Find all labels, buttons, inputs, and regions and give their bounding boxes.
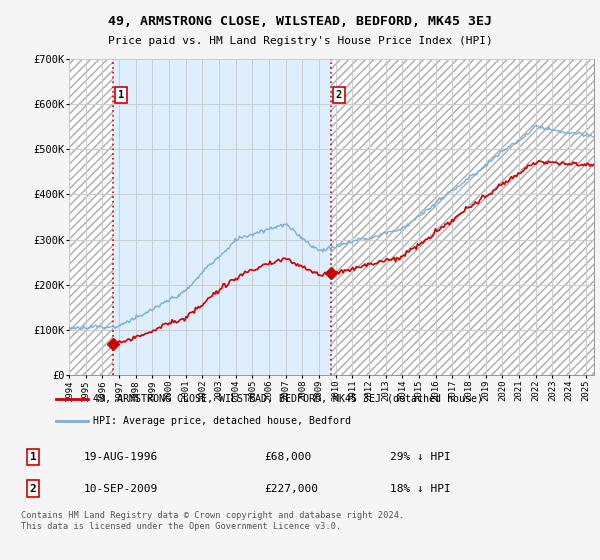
Text: 1: 1 [118, 90, 124, 100]
Text: 18% ↓ HPI: 18% ↓ HPI [390, 483, 451, 493]
Text: 1: 1 [29, 452, 37, 462]
Text: £227,000: £227,000 [264, 483, 318, 493]
Text: HPI: Average price, detached house, Bedford: HPI: Average price, detached house, Bedf… [93, 416, 351, 426]
Text: 29% ↓ HPI: 29% ↓ HPI [390, 452, 451, 462]
Text: 10-SEP-2009: 10-SEP-2009 [84, 483, 158, 493]
Text: 2: 2 [335, 90, 342, 100]
Bar [331, 59, 594, 375]
Text: Price paid vs. HM Land Registry's House Price Index (HPI): Price paid vs. HM Land Registry's House … [107, 36, 493, 46]
Text: 2: 2 [29, 483, 37, 493]
Bar [69, 59, 113, 375]
Text: £68,000: £68,000 [264, 452, 311, 462]
Text: Contains HM Land Registry data © Crown copyright and database right 2024.
This d: Contains HM Land Registry data © Crown c… [21, 511, 404, 530]
Text: 49, ARMSTRONG CLOSE, WILSTEAD, BEDFORD, MK45 3EJ (detached house): 49, ARMSTRONG CLOSE, WILSTEAD, BEDFORD, … [93, 394, 483, 404]
Bar [113, 59, 331, 375]
Text: 49, ARMSTRONG CLOSE, WILSTEAD, BEDFORD, MK45 3EJ: 49, ARMSTRONG CLOSE, WILSTEAD, BEDFORD, … [108, 15, 492, 28]
Bar [69, 59, 113, 375]
Text: 19-AUG-1996: 19-AUG-1996 [84, 452, 158, 462]
